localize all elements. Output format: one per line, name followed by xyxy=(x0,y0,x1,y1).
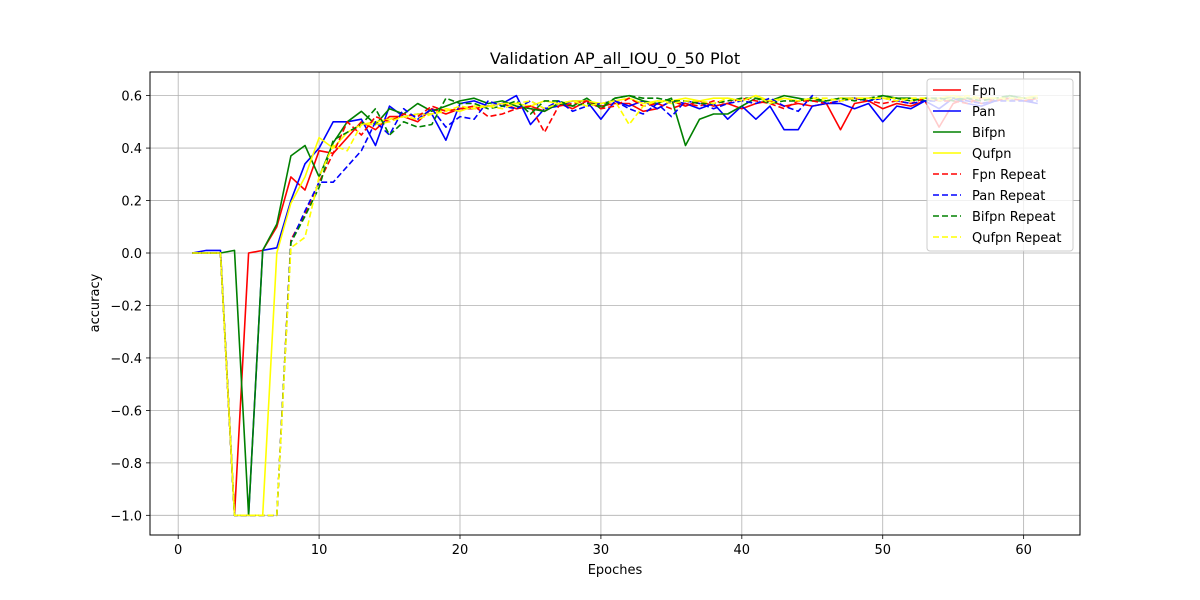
x-tick-label: 50 xyxy=(874,543,891,558)
plot-area xyxy=(192,94,1038,517)
legend-box xyxy=(926,78,1074,252)
axes-frame xyxy=(149,71,1081,536)
series-line-qufpn-repeat xyxy=(192,94,1038,517)
x-tick-label: 60 xyxy=(1015,543,1032,558)
legend: Fpn Pan Bifpn Qufpn Fpn Repeat Pan Repeat Bifp… xyxy=(926,78,1074,252)
x-tick-label: 0 xyxy=(174,543,182,558)
y-tick-label: −0.8 xyxy=(110,457,142,472)
legend-label: Pan Repeat xyxy=(972,189,1045,204)
legend-label: Fpn Repeat xyxy=(972,168,1046,183)
x-tick-label: 10 xyxy=(311,543,328,558)
y-tick-label: −0.6 xyxy=(110,404,142,419)
x-tick-label: 20 xyxy=(452,543,469,558)
y-axis-label: accuracy xyxy=(88,273,103,332)
y-tick-label: −0.4 xyxy=(110,352,142,367)
legend-label: Qufpn Repeat xyxy=(972,231,1061,246)
y-tick-label: 0.2 xyxy=(121,195,142,210)
legend-label: Fpn xyxy=(972,84,996,99)
legend-label: Qufpn xyxy=(972,147,1012,162)
legend-label: Bifpn xyxy=(972,126,1006,141)
y-axis-ticks: −1.0 −0.8 −0.6 −0.4 −0.2 0.0 0.2 0.4 0.6 xyxy=(110,90,150,524)
y-tick-label: −1.0 xyxy=(110,509,142,524)
x-tick-label: 40 xyxy=(734,543,751,558)
grid-lines xyxy=(150,72,1080,535)
x-tick-label: 30 xyxy=(593,543,610,558)
legend-label: Pan xyxy=(972,105,995,120)
series-line-bifpn-repeat xyxy=(192,94,1038,517)
chart-title: Validation AP_all_IOU_0_50 Plot xyxy=(490,49,740,69)
y-tick-label: −0.2 xyxy=(110,299,142,314)
legend-label: Bifpn Repeat xyxy=(972,210,1056,225)
y-tick-label: 0.4 xyxy=(121,142,142,157)
y-tick-label: 0.0 xyxy=(121,247,142,262)
x-axis-label: Epoches xyxy=(588,563,643,578)
y-tick-label: 0.6 xyxy=(121,90,142,105)
x-axis-ticks: 0 10 20 30 40 50 60 xyxy=(174,535,1032,558)
